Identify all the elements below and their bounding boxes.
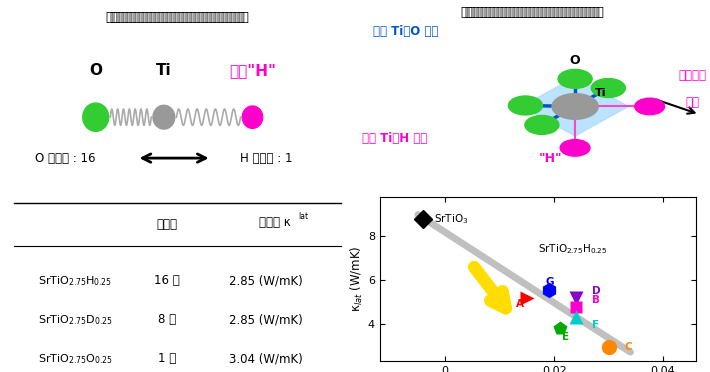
Text: D: D [592,286,601,296]
Text: 3.04 (W/mK): 3.04 (W/mK) [229,353,303,365]
Circle shape [508,96,542,115]
Text: 8 倍: 8 倍 [158,314,176,326]
Text: 2.85 (W/mK): 2.85 (W/mK) [229,314,303,326]
Text: 置換元素との質量差によるフォノン散乱: 置換元素との質量差によるフォノン散乱 [106,11,249,24]
Polygon shape [522,77,628,136]
Text: B: B [592,295,600,305]
Circle shape [525,115,559,134]
Text: Ti: Ti [595,87,606,97]
Text: 不均一な結合状態によるフォノン散乱: 不均一な結合状態によるフォノン散乱 [464,6,601,19]
Text: Ti: Ti [156,63,172,78]
Circle shape [560,140,590,156]
Text: SrTiO$_3$: SrTiO$_3$ [435,212,469,226]
Text: 軽い"H": 軽い"H" [229,63,276,78]
Circle shape [552,94,599,119]
Text: 質量差: 質量差 [157,218,178,231]
Text: A: A [516,299,524,309]
Text: H の質量 : 1: H の質量 : 1 [240,152,293,164]
Text: SrTiO$_{2.75}$H$_{0.25}$: SrTiO$_{2.75}$H$_{0.25}$ [38,274,112,288]
Text: SrTiO$_{2.75}$O$_{0.25}$: SrTiO$_{2.75}$O$_{0.25}$ [38,352,112,366]
Text: フォノン: フォノン [678,69,706,82]
Text: E: E [562,332,569,342]
Text: 結合状態: 結合状態 [461,6,604,19]
Circle shape [83,103,109,131]
Text: SrTiO$_{2.75}$D$_{0.25}$: SrTiO$_{2.75}$D$_{0.25}$ [38,313,112,327]
Text: 2.85 (W/mK): 2.85 (W/mK) [229,275,303,287]
Circle shape [153,105,175,129]
Text: lat: lat [298,212,309,221]
Text: G: G [546,277,555,286]
Text: "H": "H" [538,152,562,165]
Text: 散乱: 散乱 [685,96,699,109]
Text: C: C [625,341,633,352]
Circle shape [242,106,263,128]
Text: 長い Ti－H 結合: 長い Ti－H 結合 [362,132,427,145]
Text: 16 倍: 16 倍 [154,275,180,287]
Text: O の質量 : 16: O の質量 : 16 [35,152,95,164]
Text: O: O [570,54,580,67]
Text: 短い Ti－O 結合: 短い Ti－O 結合 [373,26,438,38]
Y-axis label: κ$_{lat}$ (W/mK): κ$_{lat}$ (W/mK) [349,246,365,312]
Text: 室温の κ: 室温の κ [259,216,291,229]
Text: SrTiO$_{2.75}$H$_{0.25}$: SrTiO$_{2.75}$H$_{0.25}$ [538,242,607,256]
Circle shape [635,98,665,115]
Circle shape [591,78,626,97]
Text: 1 倍: 1 倍 [158,353,176,365]
Text: O: O [89,63,102,78]
Text: F: F [592,321,599,330]
Circle shape [558,70,592,88]
Text: 質量差: 質量差 [109,11,246,24]
